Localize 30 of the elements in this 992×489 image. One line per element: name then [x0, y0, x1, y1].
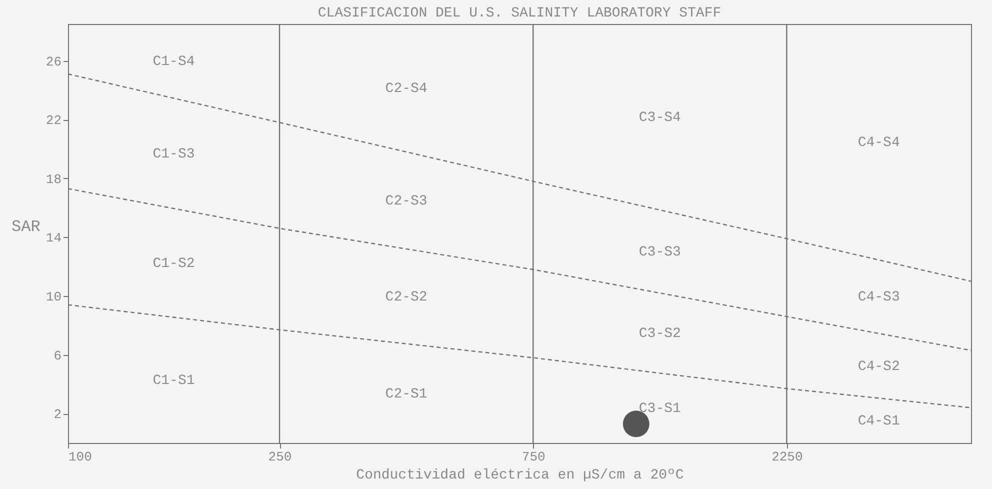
y-tick-label: 22: [46, 113, 62, 128]
annotation: C4-S4: [858, 134, 900, 151]
annotation: C3-S4: [638, 110, 681, 126]
annotation: C1-S2: [152, 256, 195, 272]
x-axis-title: Conductividad eléctrica en µS/cm a 20ºC: [356, 468, 684, 484]
annotation: C2-S4: [385, 80, 428, 97]
annotation: C3-S3: [638, 244, 681, 261]
x-tick-label: 100: [68, 450, 92, 464]
x-tick-label: 750: [522, 450, 546, 464]
annotation: C4-S1: [858, 414, 900, 430]
annotation: C3-S1: [638, 401, 681, 418]
annotation: C1-S4: [152, 54, 195, 70]
x-tick-label: 250: [268, 450, 292, 464]
annotation: C2-S1: [385, 386, 428, 402]
annotation: C1-S1: [152, 373, 195, 390]
annotation: C2-S2: [385, 289, 428, 306]
y-tick-label: 10: [46, 289, 62, 304]
annotation: C4-S2: [858, 358, 900, 375]
y-tick-label: 6: [54, 348, 62, 364]
chart-title: CLASIFICACION DEL U.S. SALINITY LABORATORY STAFF: [318, 5, 722, 22]
annotation: C2-S3: [385, 193, 428, 210]
y-tick-label: 2: [54, 407, 62, 422]
annotation: C4-S3: [858, 290, 900, 306]
annotation: C3-S2: [638, 326, 681, 342]
annotation: C1-S3: [152, 146, 195, 162]
x-tick-label: 2250: [772, 450, 803, 464]
y-tick-label: 14: [46, 230, 62, 246]
y-tick-label: 18: [46, 172, 62, 187]
y-axis-title: SAR: [11, 218, 41, 236]
y-tick-label: 26: [46, 54, 62, 70]
